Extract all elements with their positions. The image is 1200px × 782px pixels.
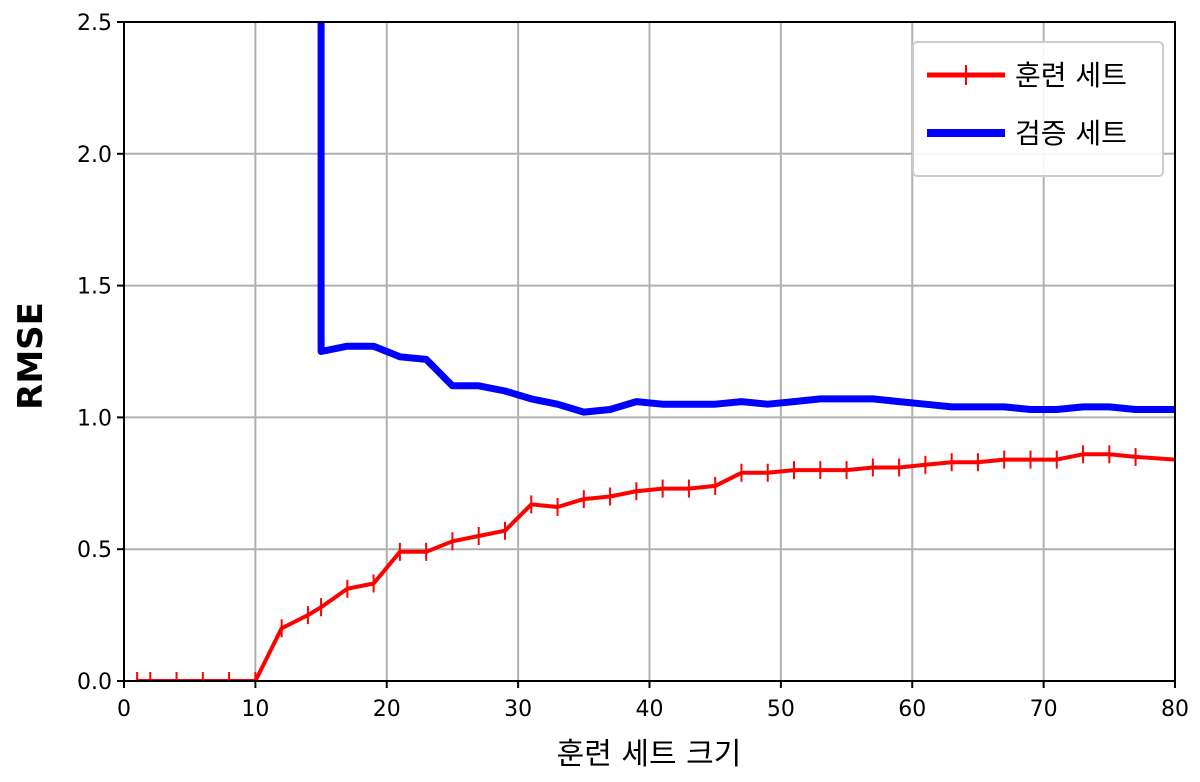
x-tick-label: 40: [636, 697, 664, 722]
x-tick-label: 30: [504, 697, 532, 722]
legend-label-train: 훈련 세트: [1015, 59, 1127, 92]
y-tick-label: 0.0: [77, 670, 112, 695]
x-tick-label: 80: [1161, 697, 1189, 722]
y-tick-label: 2.5: [77, 11, 112, 36]
y-tick-label: 0.5: [77, 538, 112, 563]
legend-label-validation: 검증 세트: [1015, 117, 1127, 150]
x-axis-title: 훈련 세트 크기: [557, 737, 742, 772]
y-tick-label: 1.0: [77, 406, 112, 431]
y-tick-label: 1.5: [77, 275, 112, 300]
x-tick-label: 60: [898, 697, 926, 722]
validation-series-line: [317, 22, 1175, 416]
chart-legend: 훈련 세트 검증 세트: [912, 41, 1164, 177]
x-tick-label: 10: [241, 697, 269, 722]
y-tick-label: 2.0: [77, 143, 112, 168]
axis-ticks: 0 10 20 30 40 50 60 70 80 0.0 0.5 1.0 1.5 2.0 2.5: [77, 11, 1189, 722]
x-tick-label: 0: [117, 697, 131, 722]
x-tick-label: 50: [767, 697, 795, 722]
plot-area: [136, 22, 1175, 681]
x-tick-label: 20: [373, 697, 401, 722]
x-tick-label: 70: [1030, 697, 1058, 722]
y-axis-title: RMSE: [11, 302, 51, 410]
